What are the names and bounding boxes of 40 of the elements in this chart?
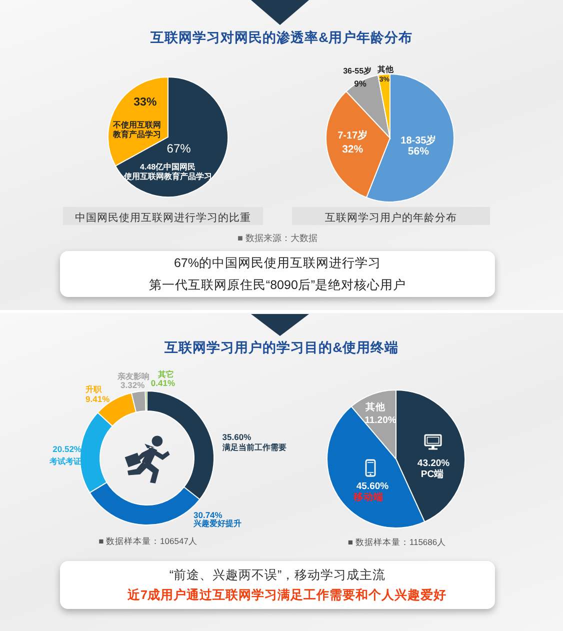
slice-label: 满足当前工作需要 [220, 442, 286, 452]
data-label: 35.60% [222, 432, 252, 442]
slice-label: 兴趣爱好提升 [192, 518, 242, 528]
slice-label: PC端 [420, 468, 444, 480]
slice-label: 其它 [156, 369, 174, 380]
data-label: 56% [407, 144, 430, 157]
slice-label: 考试考证 [48, 457, 82, 466]
text: 近7成用户通过互联网学习满足工作需要和个人兴趣爱好 [128, 588, 446, 602]
text: “前途、兴趣两不误”，移动学习成主流 [169, 568, 386, 582]
text: 第一代互联网原住民“8090后”是绝对核心用户 [148, 278, 406, 292]
slice-label: 不使用互联网教育产品学习 [112, 120, 161, 140]
slice-label: 升职 [84, 384, 102, 394]
slice-label: 18-35岁 [400, 134, 436, 146]
slice-label: 亲友影响 [116, 372, 150, 381]
data-label: 32% [342, 142, 364, 155]
text: 67%的中国网民使用互联网进行学习 [174, 256, 382, 270]
slice-label: 36-55岁 [342, 66, 372, 76]
data-label: 67% [166, 141, 191, 156]
text: 互联网学习用户的学习目的&使用终端 [164, 340, 398, 354]
text: 中国网民使用互联网进行学习的比重 [75, 212, 251, 224]
slice-label: 7-17岁 [337, 128, 368, 141]
data-label: 45.60% [356, 480, 389, 492]
text: 互联网学习对网民的渗透率&用户年龄分布 [150, 30, 412, 44]
text: ■ 数据样本量：106547人 [98, 536, 198, 546]
data-label: 30.74% [193, 510, 222, 520]
slice-label: 其他 [376, 64, 394, 74]
data-label: 9% [354, 78, 366, 88]
slice-label: 其他 [364, 400, 386, 413]
data-label: 43.20% [416, 458, 450, 469]
slice-label: 移动端 [352, 490, 383, 503]
data-label: 11.20% [364, 414, 396, 426]
text: ■ 数据来源：大数据 [238, 233, 318, 243]
text: 互联网学习用户的年龄分布 [325, 212, 457, 224]
data-label: 20.52% [52, 444, 82, 454]
data-label: 3.32% [120, 380, 145, 390]
data-label: 9.41% [85, 394, 110, 404]
data-label: 33% [133, 96, 156, 109]
slice-label: 4.48亿中国网民使用互联网教育产品学习 [122, 162, 212, 181]
data-label: 0.41% [150, 378, 175, 388]
text: ■ 数据样本量：115686人 [348, 536, 446, 546]
